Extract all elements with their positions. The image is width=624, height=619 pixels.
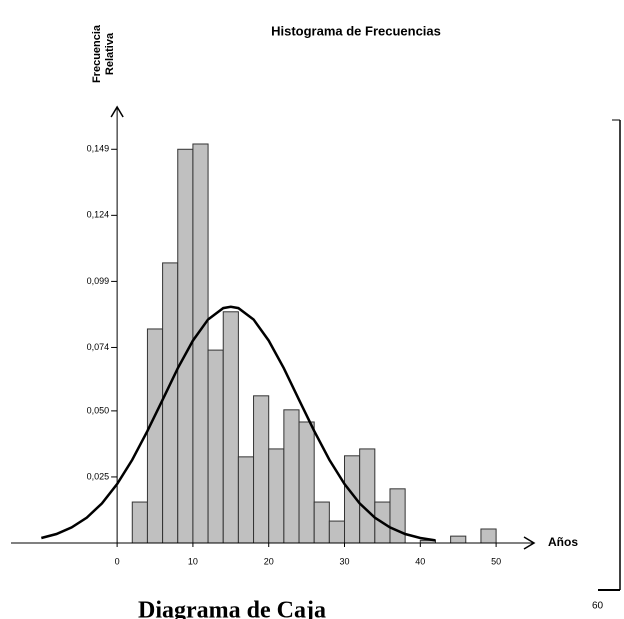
bar — [298, 421, 315, 544]
bar — [268, 448, 285, 544]
bar — [328, 520, 346, 544]
y-tick-label: 0,025 — [87, 471, 110, 481]
y-axis-label-line: Frecuencia — [91, 24, 103, 83]
bar — [207, 349, 224, 544]
chart-title: Histograma de Frecuencias — [271, 23, 441, 38]
bar — [450, 535, 467, 544]
y-tick-label: 0,074 — [87, 342, 110, 352]
x-tick-label: 50 — [491, 556, 501, 566]
bar — [192, 143, 209, 544]
bar — [131, 501, 148, 544]
x-axis-arrow — [523, 536, 536, 550]
caption: Diagrama de Caja — [138, 598, 326, 619]
bar — [146, 328, 164, 544]
bar — [389, 488, 406, 544]
y-axis-label-line: Relativa — [104, 32, 116, 75]
x-tick-label: 30 — [339, 556, 349, 566]
x-axis-label: Años — [548, 535, 578, 549]
bar — [162, 262, 179, 544]
side-label: 60 — [592, 601, 604, 612]
y-tick-label: 0,050 — [87, 405, 110, 415]
bar — [359, 448, 376, 544]
y-axis-arrow — [110, 105, 124, 118]
y-tick-label: 0,099 — [87, 276, 110, 286]
bar — [237, 456, 255, 544]
y-axis-label: Frecuencia Relativa — [91, 24, 116, 83]
bar — [480, 528, 497, 544]
normal-curve — [41, 305, 436, 542]
bar — [283, 409, 300, 544]
bar — [253, 395, 270, 544]
y-tick-label: 0,149 — [87, 144, 110, 154]
x-tick-label: 40 — [415, 556, 425, 566]
x-tick-label: 10 — [188, 556, 198, 566]
y-tick-label: 0,124 — [87, 210, 110, 220]
x-tick-label: 20 — [264, 556, 274, 566]
bar — [222, 311, 239, 544]
x-tick-label: 0 — [115, 556, 120, 566]
bar — [313, 501, 330, 544]
